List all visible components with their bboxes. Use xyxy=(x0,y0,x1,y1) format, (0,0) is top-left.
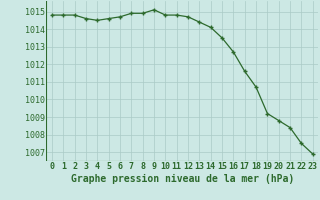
X-axis label: Graphe pression niveau de la mer (hPa): Graphe pression niveau de la mer (hPa) xyxy=(71,174,294,184)
